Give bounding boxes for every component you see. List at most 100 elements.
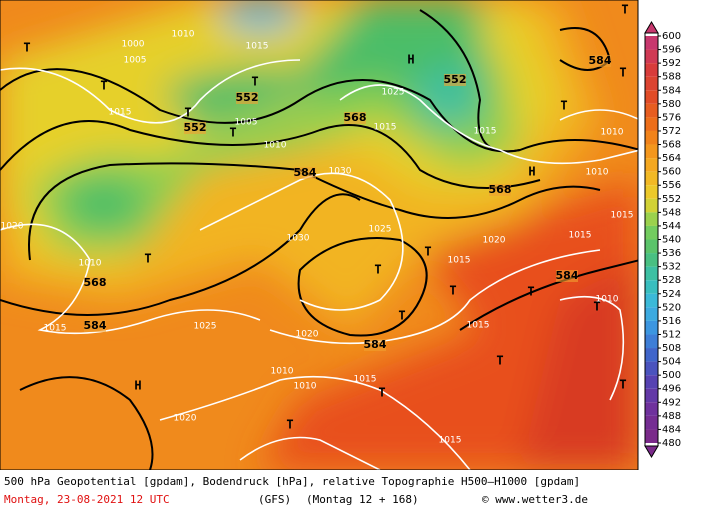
map-field — [0, 0, 638, 470]
geopotential-label: 568 — [489, 183, 512, 196]
scale-cell — [645, 36, 658, 50]
label-bg — [84, 277, 106, 289]
scale-label: 592 — [662, 58, 681, 69]
scale-arrow-top — [644, 21, 659, 34]
geopotential-label: 584 — [294, 166, 317, 179]
pressure-label: 1015 — [439, 436, 462, 446]
label-bg — [364, 339, 386, 351]
pressure-label: 1005 — [235, 118, 258, 128]
pressure-center: T — [374, 263, 381, 277]
scale-label: 552 — [662, 194, 681, 205]
pressure-label: 1015 — [467, 321, 490, 331]
pressure-label: 1010 — [601, 128, 624, 138]
label-bg — [589, 55, 611, 67]
pressure-label: 1010 — [172, 30, 195, 40]
scale-cell — [645, 63, 658, 77]
pressure-label: 1015 — [109, 108, 132, 118]
scale-cell — [645, 239, 658, 254]
footer-source: © www.wetter3.de — [482, 493, 588, 506]
scale-cell — [645, 361, 658, 376]
pressure-label: 1015 — [44, 324, 67, 334]
scale-label: 564 — [662, 153, 681, 164]
pressure-center: T — [619, 378, 626, 392]
pressure-label: 1020 — [174, 414, 197, 424]
pressure-label: 1015 — [246, 42, 269, 52]
geopotential-label: 552 — [236, 91, 259, 104]
pressure-center: H — [134, 379, 141, 393]
label-bg — [444, 74, 466, 86]
pressure-label: 1015 — [474, 127, 497, 137]
scale-label: 532 — [662, 262, 681, 273]
pressure-center: T — [286, 418, 293, 432]
geopotential-label: 568 — [344, 111, 367, 124]
footer-run: (Montag 12 + 168) — [306, 493, 419, 506]
geopotential-label: 552 — [184, 121, 207, 134]
scale-cell — [645, 158, 658, 172]
scale-label: 568 — [662, 140, 681, 151]
scale-cell — [645, 429, 658, 443]
scale-cell — [645, 225, 658, 240]
pressure-center: T — [619, 66, 626, 80]
label-bg — [344, 112, 366, 124]
scale-label: 548 — [662, 207, 681, 218]
scale-label: 516 — [662, 316, 681, 327]
pressure-center: T — [560, 99, 567, 113]
scale-label: 500 — [662, 370, 681, 381]
pressure-label: 1020 — [1, 222, 24, 232]
scale-label: 524 — [662, 289, 681, 300]
color-scale: 600 596 592 588 584 580 576 572 568 564 560 556 552 5… — [644, 21, 681, 458]
pressure-label: 1010 — [271, 367, 294, 377]
label-bg — [489, 184, 511, 196]
scale-label: 560 — [662, 167, 681, 178]
geopotential-label: 568 — [84, 276, 107, 289]
pressure-center: T — [496, 354, 503, 368]
scale-label: 488 — [662, 411, 681, 422]
scale-cell — [645, 334, 658, 349]
pressure-label: 1015 — [611, 211, 634, 221]
scale-label: 540 — [662, 235, 681, 246]
scale-cell — [645, 144, 658, 159]
scale-cell — [645, 415, 658, 430]
label-bg — [184, 122, 206, 134]
scale-label: 572 — [662, 126, 681, 137]
pressure-label: 1025 — [382, 88, 405, 98]
scale-label: 492 — [662, 397, 681, 408]
scale-cell — [645, 293, 658, 308]
label-bg — [84, 320, 106, 332]
scale-label: 480 — [662, 438, 681, 449]
scale-arrow-bottom — [644, 445, 659, 458]
scale-cell — [645, 103, 658, 118]
pressure-label: 1005 — [124, 56, 147, 66]
pressure-label: 1025 — [194, 322, 217, 332]
pressure-center: T — [251, 75, 258, 89]
scale-label: 600 — [662, 31, 681, 42]
scale-label: 536 — [662, 248, 681, 259]
pressure-isobars — [0, 59, 638, 470]
scale-cell — [645, 90, 658, 104]
pressure-center: T — [184, 106, 191, 120]
pressure-label: 1030 — [287, 234, 310, 244]
pressure-center: T — [424, 245, 431, 259]
scale-label: 496 — [662, 384, 681, 395]
pressure-label: 1025 — [369, 225, 392, 235]
scale-cell — [645, 280, 658, 294]
pressure-center: T — [23, 41, 30, 55]
geopotential-label: 584 — [84, 319, 107, 332]
pressure-center: T — [621, 3, 628, 17]
scale-label: 556 — [662, 180, 681, 191]
footer-model: (GFS) — [258, 493, 291, 506]
scale-cell — [645, 130, 658, 145]
pressure-center: T — [378, 386, 385, 400]
scale-cell — [645, 307, 658, 321]
pressure-label: 1020 — [483, 236, 506, 246]
pressure-center: T — [449, 284, 456, 298]
scale-cell — [645, 320, 658, 335]
scale-frame — [644, 32, 659, 447]
pressure-label: 1010 — [596, 295, 619, 305]
scale-label: 512 — [662, 329, 681, 340]
pressure-center: T — [398, 309, 405, 323]
scale-label: 580 — [662, 99, 681, 110]
pressure-center: T — [527, 285, 534, 299]
scale-cell — [645, 198, 658, 213]
